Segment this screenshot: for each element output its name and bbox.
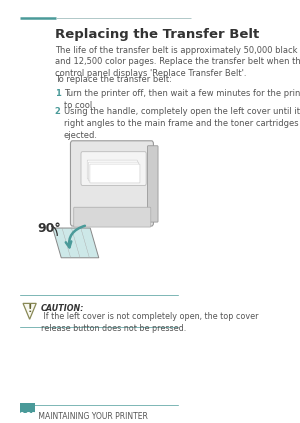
Text: 1: 1 — [55, 89, 61, 98]
Polygon shape — [23, 303, 36, 319]
FancyBboxPatch shape — [70, 141, 153, 226]
Text: Using the handle, completely open the left cover until it is at
right angles to : Using the handle, completely open the le… — [64, 107, 300, 140]
Text: MAINTAINING YOUR PRINTER: MAINTAINING YOUR PRINTER — [36, 412, 148, 421]
Polygon shape — [53, 228, 99, 258]
FancyBboxPatch shape — [88, 162, 139, 181]
FancyBboxPatch shape — [87, 160, 137, 179]
FancyBboxPatch shape — [74, 207, 151, 227]
FancyBboxPatch shape — [148, 146, 158, 222]
Text: 2: 2 — [55, 107, 61, 116]
Text: Replacing the Transfer Belt: Replacing the Transfer Belt — [55, 28, 259, 41]
FancyBboxPatch shape — [20, 403, 35, 413]
Text: The life of the transfer belt is approximately 50,000 black pages
and 12,500 col: The life of the transfer belt is approxi… — [55, 46, 300, 78]
Text: 6.22: 6.22 — [18, 412, 37, 421]
FancyBboxPatch shape — [81, 152, 146, 185]
FancyBboxPatch shape — [90, 164, 140, 183]
Text: If the left cover is not completely open, the top cover
release button does not : If the left cover is not completely open… — [41, 312, 258, 333]
Text: Turn the printer off, then wait a few minutes for the printer
to cool.: Turn the printer off, then wait a few mi… — [64, 89, 300, 110]
Text: 90°: 90° — [38, 222, 61, 234]
Text: To replace the transfer belt:: To replace the transfer belt: — [55, 75, 172, 84]
Text: CAUTION:: CAUTION: — [41, 305, 84, 313]
Text: !: ! — [27, 304, 32, 314]
